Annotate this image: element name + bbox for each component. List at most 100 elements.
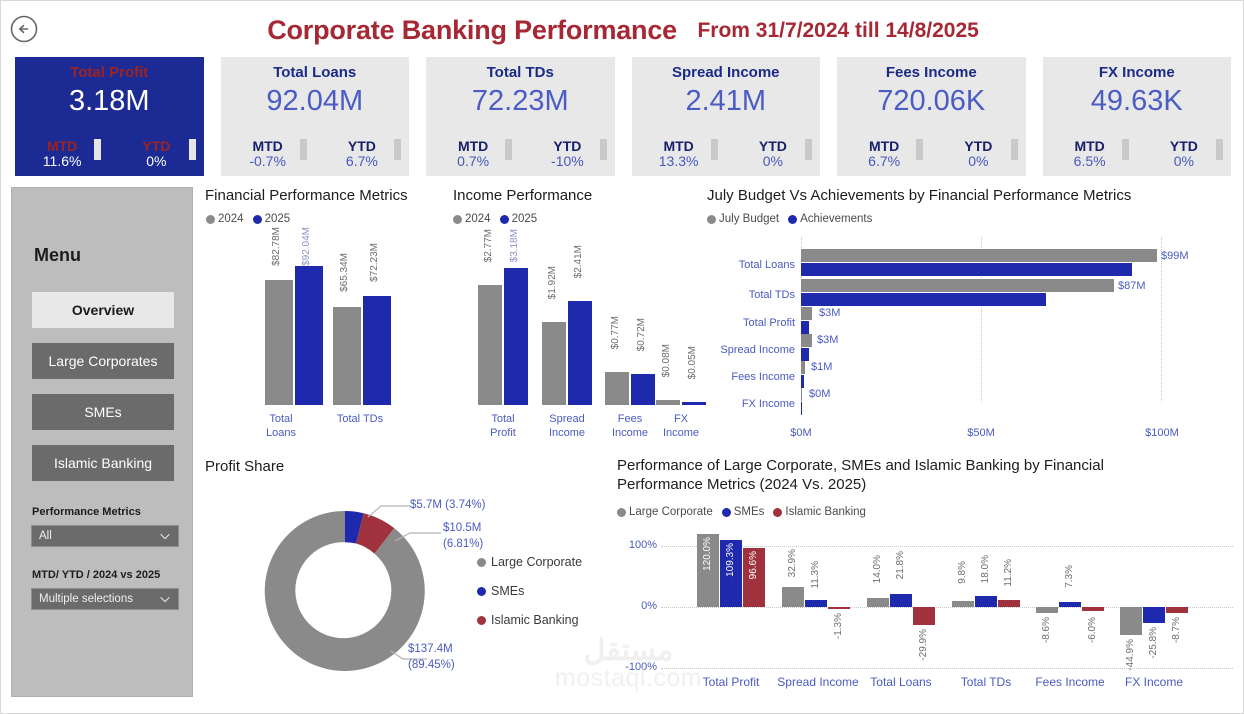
bar-label: $0.08M <box>661 344 672 378</box>
bar-label: $0M <box>809 388 831 400</box>
chart-income-performance[interactable]: $2.77M $3.18M $1.92M $2.41M $0.77M $0.72… <box>453 229 706 443</box>
kpi-sparkbar <box>1216 138 1223 160</box>
sidebar-item-large-corporates[interactable]: Large Corporates <box>32 343 174 379</box>
bar-large-corporate-total-loans[interactable] <box>867 598 889 607</box>
kpi-sub-row: MTD 6.5% YTD 0% <box>1043 139 1232 169</box>
bar-budget-total-loans[interactable] <box>801 249 1157 262</box>
bar-achievement-fx-income[interactable] <box>801 402 802 415</box>
bar-smes-fx-income[interactable] <box>1143 607 1165 623</box>
kpi-sparkbar <box>394 138 401 160</box>
sidebar-item-smes[interactable]: SMEs <box>32 394 174 430</box>
y-tick-0: 0% <box>641 600 657 612</box>
kpi-ytd-value: -10% <box>551 152 584 169</box>
slicer-label-performance-metrics: Performance Metrics <box>32 506 141 518</box>
bar-2024-fees-income[interactable] <box>605 372 629 405</box>
bar-2025-fees-income[interactable] <box>631 374 655 405</box>
bar-islamic-fx-income[interactable] <box>1166 607 1188 613</box>
legend-label: 2024 <box>218 213 244 225</box>
bar-budget-total-profit[interactable] <box>801 307 812 320</box>
kpi-mtd-label: MTD <box>663 137 694 154</box>
kpi-card-total-tds[interactable]: Total TDs 72.23M MTD 0.7% YTD -10% <box>426 57 615 176</box>
bar-label: $65.34M <box>339 253 350 292</box>
x-tick-total-profit: Total Profit <box>702 675 760 689</box>
bar-large-corporate-fx-income[interactable] <box>1120 607 1142 635</box>
bar-achievement-total-profit[interactable] <box>801 321 809 334</box>
bar-achievement-total-tds[interactable] <box>801 293 1046 306</box>
legend-swatch-icon <box>453 214 462 224</box>
bar-budget-spread-income[interactable] <box>801 334 812 347</box>
back-arrow-circle-icon[interactable] <box>9 14 39 44</box>
bar-label: $1.92M <box>547 266 558 300</box>
bar-islamic-spread-income[interactable] <box>828 607 850 609</box>
x-tick-fx-income: FX Income <box>662 413 700 439</box>
bar-2024-total-loans[interactable] <box>265 280 293 405</box>
bar-2024-fx-income[interactable] <box>656 400 680 405</box>
chart-july-budget-vs-achievements[interactable]: Total Loans $99M Total TDs $87M Total Pr… <box>701 237 1241 442</box>
bar-2025-fx-income[interactable] <box>682 402 706 405</box>
bar-2025-total-tds[interactable] <box>363 296 391 405</box>
bar-islamic-total-tds[interactable] <box>998 600 1020 607</box>
bar-smes-total-tds[interactable] <box>975 596 997 607</box>
bar-label: -29.9% <box>918 629 929 661</box>
legend-swatch-icon <box>773 507 783 517</box>
legend-item: 2025 <box>252 213 290 225</box>
legend-swatch-icon <box>477 615 486 625</box>
kpi-card-total-loans[interactable]: Total Loans 92.04M MTD -0.7% YTD 6.7% <box>220 57 409 176</box>
kpi-ytd: YTD 0% <box>109 139 203 169</box>
kpi-sparkbar <box>805 138 812 160</box>
bar-label: 32.9% <box>787 549 798 578</box>
bar-smes-spread-income[interactable] <box>805 600 827 607</box>
legend-label: SMEs <box>733 506 765 518</box>
bar-achievement-total-loans[interactable] <box>801 263 1132 276</box>
bar-budget-total-tds[interactable] <box>801 279 1114 292</box>
legend-swatch-icon <box>499 214 509 224</box>
x-tick-0m: $0M <box>790 427 812 439</box>
kpi-mtd-value: 6.5% <box>1073 152 1106 169</box>
bar-2024-total-tds[interactable] <box>333 307 361 405</box>
kpi-card-spread-income[interactable]: Spread Income 2.41M MTD 13.3% YTD 0% <box>631 57 820 176</box>
bar-smes-total-profit[interactable] <box>720 540 742 607</box>
chart-financial-performance-metrics[interactable]: $82.78M $92.04M $65.34M $72.23M Total Loa… <box>205 227 445 443</box>
bar-2024-total-profit[interactable] <box>478 285 502 405</box>
slicer-performance-metrics[interactable]: All <box>31 525 179 547</box>
kpi-ytd: YTD 0% <box>931 139 1025 169</box>
kpi-card-fx-income[interactable]: FX Income 49.63K MTD 6.5% YTD 0% <box>1042 57 1232 176</box>
y-tick-total-loans: Total Loans <box>738 259 795 271</box>
bar-label: -25.8% <box>1148 627 1159 659</box>
bar-islamic-total-profit[interactable] <box>743 548 765 607</box>
kpi-title: Total Profit <box>70 64 149 81</box>
sidebar-item-islamic-banking[interactable]: Islamic Banking <box>32 445 174 481</box>
kpi-card-total-profit[interactable]: Total Profit 3.18M MTD 11.6% YTD 0% <box>15 57 204 176</box>
kpi-card-fees-income[interactable]: Fees Income 720.06K MTD 6.7% YTD 0% <box>837 57 1026 176</box>
bar-large-corporate-spread-income[interactable] <box>782 587 804 607</box>
bar-large-corporate-total-tds[interactable] <box>952 601 974 607</box>
slicer-value: Multiple selections <box>39 593 133 605</box>
kpi-title: Spread Income <box>671 64 780 81</box>
bar-large-corporate-fees-income[interactable] <box>1036 607 1058 613</box>
bar-label: $99M <box>1161 250 1189 262</box>
chart-profit-share[interactable]: $5.7M (3.74%) $10.5M (6.81%) $137.4M (89… <box>205 479 615 709</box>
bar-large-corporate-total-profit[interactable] <box>697 534 719 607</box>
kpi-ytd: YTD 0% <box>726 139 820 169</box>
kpi-sub-row: MTD 0.7% YTD -10% <box>426 139 615 169</box>
bar-achievement-spread-income[interactable] <box>801 348 809 361</box>
kpi-ytd-label: YTD <box>964 137 993 154</box>
bar-smes-total-loans[interactable] <box>890 594 912 607</box>
bar-achievement-fees-income[interactable] <box>801 375 804 388</box>
bar-budget-fees-income[interactable] <box>801 361 805 374</box>
kpi-ytd-value: 0% <box>1173 152 1194 169</box>
chart-segment-performance[interactable]: 100% 0% -100% 120.0% 109.3% 96.6% 32.9% … <box>617 525 1237 700</box>
kpi-ytd-label: YTD <box>758 137 787 154</box>
bar-2025-spread-income[interactable] <box>568 301 592 405</box>
bar-smes-fees-income[interactable] <box>1059 602 1081 607</box>
bar-islamic-fees-income[interactable] <box>1082 607 1104 611</box>
slicer-mtd-ytd[interactable]: Multiple selections <box>31 588 179 610</box>
bar-2025-total-loans[interactable] <box>295 266 323 405</box>
kpi-mtd-label: MTD <box>457 137 489 154</box>
bar-budget-fx-income[interactable] <box>801 388 802 401</box>
kpi-card-row: Total Profit 3.18M MTD 11.6% YTD 0% Tota… <box>15 57 1231 176</box>
sidebar-item-overview[interactable]: Overview <box>32 292 174 328</box>
bar-islamic-total-loans[interactable] <box>913 607 935 625</box>
bar-2024-spread-income[interactable] <box>542 322 566 405</box>
bar-2025-total-profit[interactable] <box>504 268 528 405</box>
